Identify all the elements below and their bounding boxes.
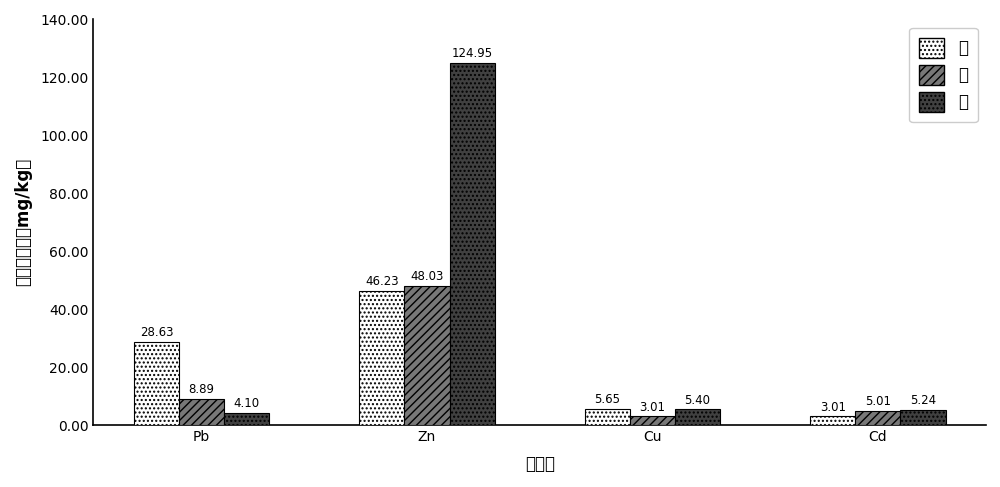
Text: 8.89: 8.89: [189, 383, 215, 396]
Bar: [404, 286, 450, 425]
Bar: [359, 291, 404, 425]
Bar: [900, 410, 946, 425]
Text: 28.63: 28.63: [140, 326, 173, 339]
Bar: [810, 416, 855, 425]
Text: 5.24: 5.24: [910, 394, 936, 407]
Legend: 根, 茎, 叶: 根, 茎, 叶: [909, 28, 978, 122]
Bar: [134, 342, 179, 425]
Text: 5.40: 5.40: [685, 393, 711, 407]
Text: 46.23: 46.23: [365, 275, 399, 288]
Text: 3.01: 3.01: [639, 400, 665, 413]
Bar: [179, 399, 224, 425]
Bar: [585, 409, 630, 425]
Text: 5.01: 5.01: [865, 395, 891, 408]
Bar: [630, 416, 675, 425]
Bar: [224, 413, 269, 425]
X-axis label: 重金属: 重金属: [525, 455, 555, 473]
Bar: [855, 411, 900, 425]
Text: 4.10: 4.10: [234, 397, 260, 411]
Text: 3.01: 3.01: [820, 400, 846, 413]
Text: 5.65: 5.65: [594, 393, 620, 406]
Bar: [450, 63, 495, 425]
Text: 124.95: 124.95: [452, 47, 493, 60]
Text: 48.03: 48.03: [410, 270, 444, 283]
Y-axis label: 重金属含量（mg/kg）: 重金属含量（mg/kg）: [14, 158, 32, 286]
Bar: [675, 410, 720, 425]
